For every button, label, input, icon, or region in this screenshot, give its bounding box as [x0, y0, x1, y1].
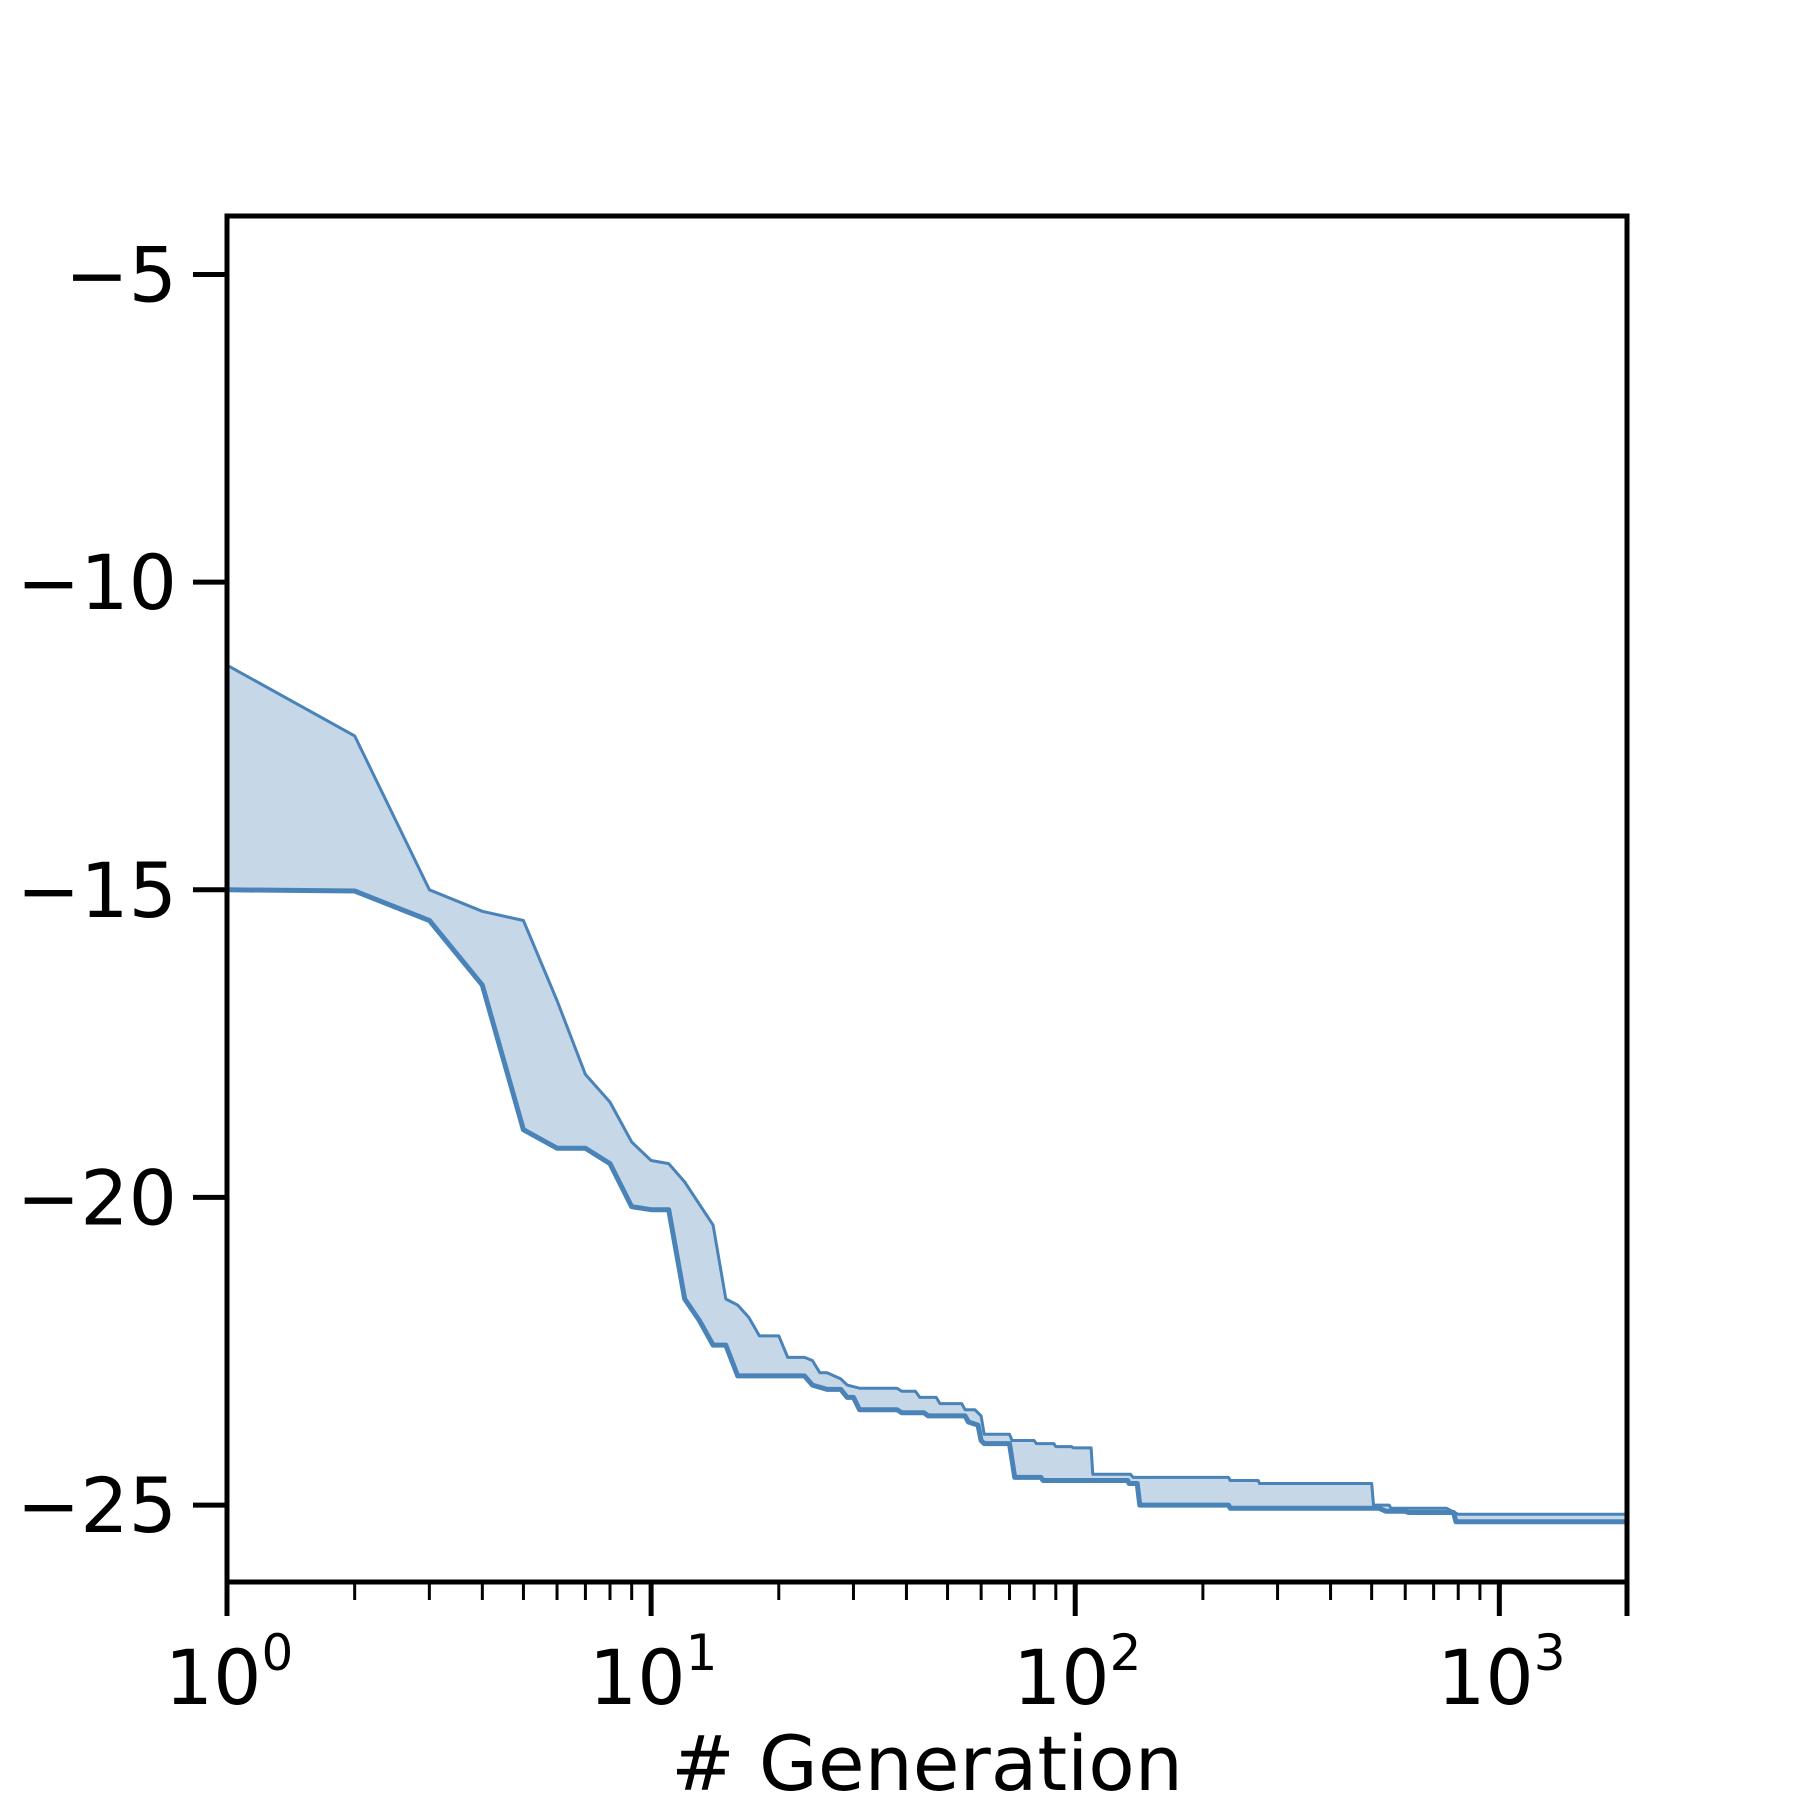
lower-line [226, 887, 1627, 1525]
y-tick-label: −10 [17, 538, 177, 627]
x-tick-label: 101 [589, 1624, 718, 1722]
plot-area [226, 663, 1627, 1525]
y-axis: −5 −10 −15 −20 −25 [17, 230, 227, 1550]
y-tick-label: −25 [17, 1461, 177, 1550]
axes-frame [224, 213, 1630, 1585]
y-tick-label: −5 [65, 230, 177, 319]
y-tick-label: −20 [17, 1153, 177, 1242]
x-axis: 100 101 102 103 [165, 1582, 1630, 1722]
x-tick-label: 100 [165, 1624, 294, 1722]
x-tick-label: 103 [1437, 1624, 1566, 1722]
upper-line [226, 663, 1627, 1516]
range-band [227, 665, 1627, 1522]
x-axis-title: # Generation [671, 1719, 1183, 1800]
x-tick-label: 102 [1013, 1624, 1142, 1722]
y-tick-label: −15 [17, 846, 177, 935]
